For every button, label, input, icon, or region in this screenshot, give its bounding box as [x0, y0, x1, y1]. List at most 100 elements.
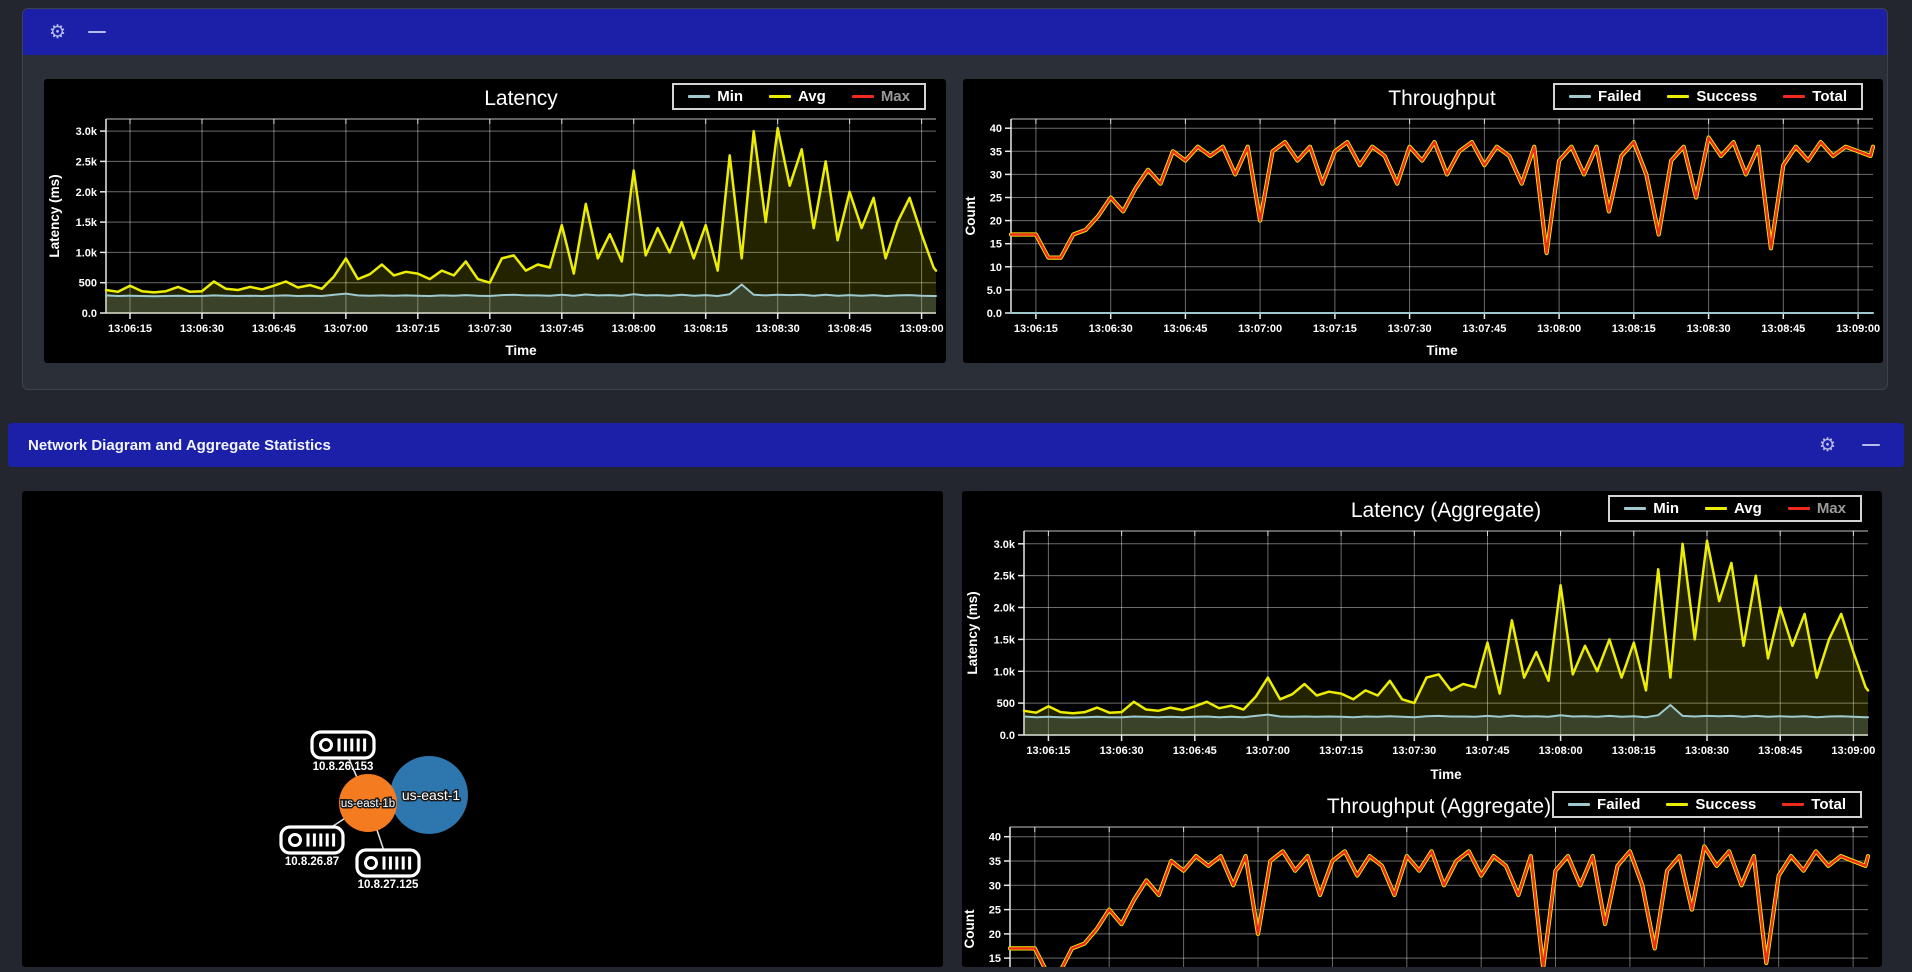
svg-text:Time: Time [1426, 343, 1458, 358]
legend-item-success[interactable]: Success [1666, 796, 1756, 813]
legend-item-avg[interactable]: Avg [769, 88, 826, 105]
plot-area[interactable]: 0.0 500 1.0k 1.5k 2.0k 2.5k 3.0k 13:06:15 13:06:… [44, 79, 946, 363]
svg-text:13:06:15: 13:06:15 [1026, 745, 1070, 757]
legend-item-total[interactable]: Total [1782, 796, 1846, 813]
svg-text:13:06:30: 13:06:30 [1089, 323, 1133, 335]
aggregate-charts: Latency (Aggregate) Min Avg Max 0.0 500 1.0k 1.… [962, 491, 1882, 967]
svg-text:35: 35 [989, 856, 1001, 868]
charts-row: Latency Min Avg Max 0.0 500 1.0k 1.5k 2.0k 2.5k 3.… [44, 79, 1883, 363]
legend-label: Avg [1734, 500, 1762, 517]
chart-legend: Failed Success Total [1552, 791, 1862, 818]
svg-text:35: 35 [990, 146, 1002, 158]
svg-text:3.0k: 3.0k [994, 539, 1016, 551]
legend-item-failed[interactable]: Failed [1569, 88, 1641, 105]
svg-text:5.0: 5.0 [987, 285, 1002, 297]
host-node[interactable]: 10.8.27.125 [355, 848, 421, 891]
minimize-icon[interactable] [88, 30, 107, 34]
legend-swatch [1568, 803, 1591, 806]
host-ip-label: 10.8.26.87 [285, 856, 339, 868]
legend-label: Success [1695, 796, 1757, 813]
svg-text:1.5k: 1.5k [76, 217, 98, 229]
svg-text:13:07:30: 13:07:30 [1392, 745, 1436, 757]
svg-text:13:07:45: 13:07:45 [1465, 745, 1509, 757]
svg-text:13:07:30: 13:07:30 [468, 323, 512, 335]
legend-label: Failed [1598, 88, 1642, 105]
svg-text:13:08:15: 13:08:15 [1612, 323, 1656, 335]
svg-text:13:06:45: 13:06:45 [252, 323, 296, 335]
legend-swatch [688, 95, 711, 98]
zone-node-us-east-1b[interactable] [339, 774, 397, 832]
legend-item-min[interactable]: Min [688, 88, 743, 105]
svg-text:13:06:30: 13:06:30 [1100, 745, 1144, 757]
legend-item-total[interactable]: Total [1783, 88, 1847, 105]
svg-text:1.5k: 1.5k [994, 634, 1016, 646]
legend-item-min[interactable]: Min [1624, 500, 1679, 517]
legend-swatch [1783, 95, 1806, 98]
legend-swatch [1787, 507, 1810, 510]
latency-aggregate-chart: Latency (Aggregate) Min Avg Max 0.0 500 1.0k 1.… [962, 491, 1882, 787]
svg-text:13:07:45: 13:07:45 [1462, 323, 1506, 335]
section-title: Network Diagram and Aggregate Statistics [28, 436, 331, 454]
svg-text:13:08:00: 13:08:00 [612, 323, 656, 335]
svg-text:40: 40 [990, 123, 1002, 135]
legend-label: Min [717, 88, 744, 105]
host-node[interactable]: 10.8.26.153 [310, 730, 376, 773]
diagram-canvas: us-east-1 us-east-1b 10.8.26.153 10.8.26.87… [279, 730, 468, 891]
svg-text:13:09:00: 13:09:00 [900, 323, 944, 335]
svg-text:15: 15 [989, 953, 1001, 965]
svg-text:13:07:15: 13:07:15 [396, 323, 440, 335]
svg-text:25: 25 [990, 193, 1002, 205]
svg-text:1.0k: 1.0k [994, 666, 1016, 678]
svg-text:500: 500 [79, 278, 97, 290]
legend-swatch [1667, 95, 1690, 98]
legend-item-max[interactable]: Max [1787, 500, 1846, 517]
svg-text:13:06:30: 13:06:30 [180, 323, 224, 335]
legend-swatch [1705, 507, 1728, 510]
panel-header: ⚙ [23, 9, 1887, 55]
svg-text:13:07:45: 13:07:45 [540, 323, 584, 335]
plot-area[interactable]: 0.05.01015202530354013:06:1513:06:3013:0… [962, 787, 1882, 967]
legend-label: Min [1653, 500, 1680, 517]
svg-text:13:07:15: 13:07:15 [1313, 323, 1357, 335]
host-ip-label: 10.8.26.153 [313, 761, 374, 773]
zone-node-us-east-1[interactable] [390, 756, 468, 834]
legend-item-avg[interactable]: Avg [1705, 500, 1762, 517]
plot-area[interactable]: 0.0 500 1.0k 1.5k 2.0k 2.5k 3.0k 13:06:15 13:06:… [962, 491, 1882, 787]
svg-text:13:07:00: 13:07:00 [1238, 323, 1282, 335]
svg-text:13:06:45: 13:06:45 [1163, 323, 1207, 335]
svg-text:13:08:30: 13:08:30 [1685, 745, 1729, 757]
svg-text:Count: Count [962, 909, 977, 948]
svg-text:13:07:00: 13:07:00 [324, 323, 368, 335]
svg-text:15: 15 [990, 239, 1002, 251]
svg-text:13:08:45: 13:08:45 [1758, 745, 1802, 757]
svg-text:40: 40 [989, 832, 1001, 844]
svg-text:500: 500 [997, 698, 1015, 710]
legend-swatch [1569, 95, 1592, 98]
chart-legend: Min Avg Max [1608, 495, 1862, 522]
section-header: Network Diagram and Aggregate Statistics… [8, 423, 1904, 467]
minimize-icon[interactable] [1862, 443, 1880, 447]
legend-swatch [769, 95, 792, 98]
svg-text:0.0: 0.0 [1000, 730, 1015, 742]
legend-label: Total [1811, 796, 1846, 813]
svg-text:13:08:15: 13:08:15 [684, 323, 728, 335]
legend-item-failed[interactable]: Failed [1568, 796, 1640, 813]
svg-text:Latency (ms): Latency (ms) [965, 591, 980, 674]
legend-label: Avg [798, 88, 826, 105]
svg-text:13:08:45: 13:08:45 [828, 323, 872, 335]
host-node[interactable]: 10.8.26.87 [279, 825, 345, 868]
svg-text:0.0: 0.0 [82, 308, 97, 320]
svg-text:13:07:15: 13:07:15 [1319, 745, 1363, 757]
svg-text:13:06:15: 13:06:15 [1014, 323, 1058, 335]
chart-legend: Failed Success Total [1553, 83, 1863, 110]
throughput-chart: Throughput Failed Success Total 0.0 5.0 10 15 20… [963, 79, 1883, 363]
gear-icon[interactable]: ⚙ [1818, 434, 1836, 456]
gear-icon[interactable]: ⚙ [49, 21, 67, 43]
svg-text:20: 20 [989, 929, 1001, 941]
svg-text:2.0k: 2.0k [994, 603, 1016, 615]
legend-item-success[interactable]: Success [1667, 88, 1757, 105]
svg-text:13:08:30: 13:08:30 [1687, 323, 1731, 335]
svg-text:20: 20 [990, 216, 1002, 228]
legend-item-max[interactable]: Max [851, 88, 910, 105]
